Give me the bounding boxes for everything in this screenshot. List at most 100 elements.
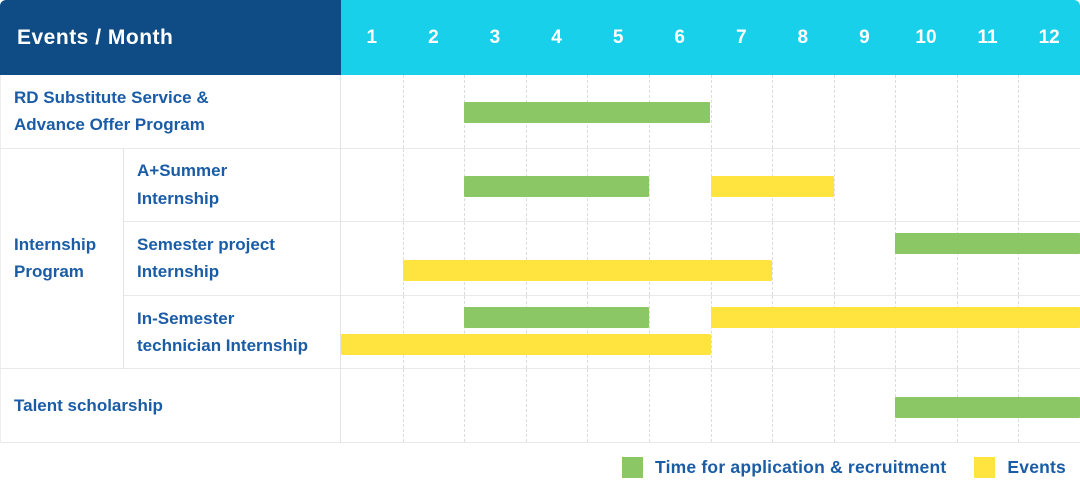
month-gridline <box>1018 222 1020 295</box>
month-gridline <box>587 222 589 295</box>
table-header: Events / Month 1 2 3 4 5 6 7 8 9 10 11 12 <box>0 0 1080 75</box>
green-gantt-bar <box>464 306 649 328</box>
green-gantt-bar <box>464 175 649 197</box>
gantt-row-chart-area <box>341 369 1080 443</box>
yellow-gantt-bar <box>341 333 711 355</box>
month-gridline <box>895 148 897 222</box>
yellow-gantt-bar <box>710 175 834 197</box>
month-gridline <box>464 295 466 369</box>
row-label-line: Internship <box>14 234 97 254</box>
month-gridline <box>710 222 712 295</box>
month-gridline <box>402 369 404 442</box>
month-header-row: 1 2 3 4 5 6 7 8 9 10 11 12 <box>341 0 1080 75</box>
month-gridline <box>525 222 527 295</box>
row-label-line: Program <box>14 262 84 282</box>
gantt-row-chart-area <box>341 295 1080 370</box>
green-swatch-icon <box>622 457 644 479</box>
row-label-line: Internship <box>137 188 220 208</box>
month-gridline <box>525 295 527 369</box>
month-gridline <box>895 295 897 369</box>
month-header-6: 6 <box>674 26 685 48</box>
month-header-8: 8 <box>797 26 809 48</box>
month-gridline <box>525 369 527 442</box>
row-label-line: Talent scholarship <box>14 395 163 415</box>
gantt-row: In-Semester technician Internship <box>124 295 1080 370</box>
month-gridline <box>464 222 466 295</box>
month-gridline <box>402 295 404 369</box>
month-gridline <box>402 148 404 222</box>
month-header-3: 3 <box>489 26 501 48</box>
gantt-row-group: Internship Program A+Summer Internship Semes… <box>1 148 1080 370</box>
legend-label: Time for application & recruitment <box>655 457 947 478</box>
month-gridline <box>772 369 774 442</box>
month-header-5: 5 <box>612 26 624 48</box>
events-month-header-cell: Events / Month <box>0 0 341 75</box>
month-header-7: 7 <box>735 26 747 48</box>
gantt-row: Talent scholarship <box>1 369 1080 443</box>
month-gridline <box>833 148 835 222</box>
month-gridline <box>464 369 466 442</box>
month-header-9: 9 <box>859 26 870 48</box>
row-label-line: In-Semester <box>137 308 235 328</box>
month-gridline <box>648 148 650 222</box>
green-gantt-bar <box>464 102 711 124</box>
month-header-11: 11 <box>977 26 998 48</box>
row-label: A+Summer Internship <box>124 148 341 223</box>
row-label: Semester project Internship <box>124 222 341 296</box>
month-gridline <box>956 148 958 222</box>
yellow-gantt-bar <box>710 306 1080 328</box>
month-gridline <box>1018 148 1020 222</box>
month-gridline <box>648 369 650 442</box>
gantt-row-chart-area <box>341 75 1080 149</box>
month-gridline <box>895 75 897 148</box>
month-gridline <box>710 295 712 369</box>
month-gridline <box>772 222 774 295</box>
gantt-row: Semester project Internship <box>124 222 1080 296</box>
month-gridline <box>648 222 650 295</box>
row-label-line: Internship <box>137 262 220 282</box>
month-gridline <box>772 295 774 369</box>
month-header-4: 4 <box>551 26 562 48</box>
month-gridline <box>833 295 835 369</box>
month-gridline <box>956 75 958 148</box>
yellow-gantt-bar <box>402 260 773 282</box>
month-gridline <box>648 295 650 369</box>
month-header-12: 12 <box>1038 26 1060 48</box>
month-gridline <box>895 222 897 295</box>
legend-label: Events <box>1007 457 1066 478</box>
gantt-row-chart-area <box>341 148 1080 223</box>
row-label: Talent scholarship <box>1 369 341 443</box>
month-gridline <box>1018 75 1020 148</box>
legend-item-events: Events <box>974 457 1066 479</box>
month-gridline <box>710 75 712 148</box>
month-gridline <box>956 222 958 295</box>
month-gridline <box>833 369 835 442</box>
month-header-2: 2 <box>428 26 439 48</box>
row-label-line: Semester project <box>137 234 275 254</box>
gantt-row: A+Summer Internship <box>124 148 1080 223</box>
green-gantt-bar <box>895 233 1080 255</box>
green-gantt-bar <box>895 396 1080 418</box>
month-gridline <box>833 222 835 295</box>
row-label-line: A+Summer <box>137 161 228 181</box>
month-gridline <box>587 295 589 369</box>
legend: Time for application & recruitment Event… <box>0 443 1080 493</box>
month-gridline <box>710 369 712 442</box>
month-header-10: 10 <box>915 26 937 48</box>
row-label-line: Advance Offer Program <box>14 115 205 135</box>
month-gridline <box>402 75 404 148</box>
row-label: In-Semester technician Internship <box>124 295 341 370</box>
group-subrows: A+Summer Internship Semester project Intern… <box>124 148 1080 370</box>
legend-item-application: Time for application & recruitment <box>622 457 947 479</box>
month-gridline <box>587 369 589 442</box>
table-body: RD Substitute Service & Advance Offer Pro… <box>0 75 1080 443</box>
month-gridline <box>1018 295 1020 369</box>
month-header-1: 1 <box>366 26 378 48</box>
month-gridline <box>402 222 404 295</box>
yellow-swatch-icon <box>974 457 996 479</box>
month-gridline <box>772 75 774 148</box>
month-gridline <box>833 75 835 148</box>
row-label: RD Substitute Service & Advance Offer Pro… <box>1 75 341 149</box>
row-label-line: RD Substitute Service & <box>14 87 209 107</box>
